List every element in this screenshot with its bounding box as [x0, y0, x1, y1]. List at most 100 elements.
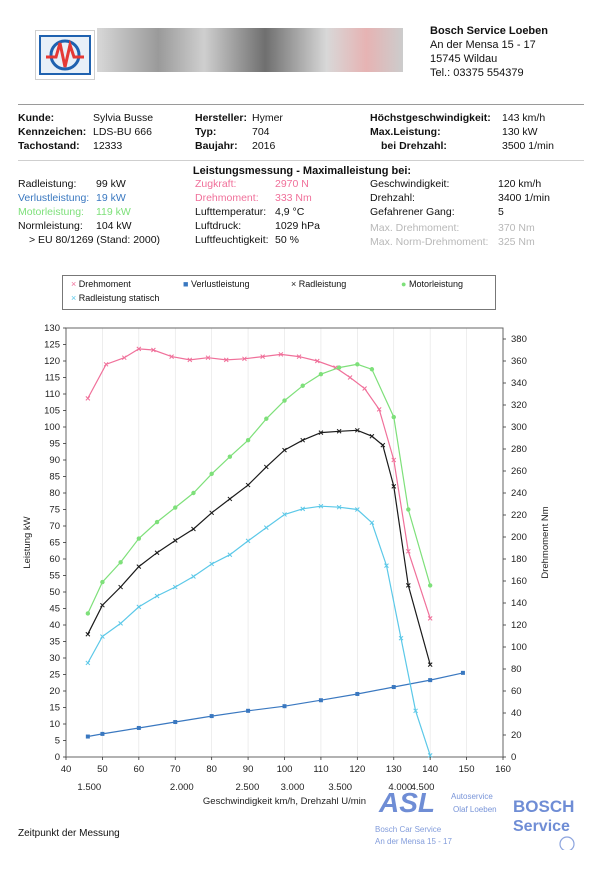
y2-tick-label: 320	[511, 400, 527, 411]
bosch-emblem-icon	[559, 836, 575, 850]
data-point	[169, 354, 174, 359]
x-tick-label: 150	[459, 764, 475, 775]
y-tick-label: 105	[44, 406, 60, 417]
gang-value: 5	[498, 206, 504, 218]
typ-label: Typ:	[195, 126, 217, 138]
stamp-autoservice: Autoservice	[451, 792, 493, 801]
y2-tick-label: 140	[511, 598, 527, 609]
lufttemp-value: 4,9 °C	[275, 206, 305, 218]
y2-tick-label: 180	[511, 554, 527, 565]
y-tick-label: 60	[49, 554, 60, 565]
data-point	[100, 634, 105, 639]
motor-value: 119 kW	[96, 206, 131, 218]
rpm-tick-label: 4.500	[411, 782, 435, 793]
legend-label: Radleistung statisch	[78, 293, 160, 303]
data-point	[428, 678, 433, 683]
data-point	[318, 698, 323, 703]
y-tick-label: 40	[49, 620, 60, 631]
hersteller-label: Hersteller:	[195, 112, 247, 124]
data-point	[282, 398, 287, 403]
y-tick-label: 120	[44, 356, 60, 367]
y-tick-label: 70	[49, 521, 60, 532]
data-point	[384, 563, 389, 568]
data-point	[227, 454, 233, 459]
legend-item: ■ Verlustleistung	[183, 279, 250, 289]
data-point	[296, 354, 302, 359]
y2-tick-label: 60	[511, 686, 522, 697]
tachostand-value: 12333	[93, 140, 123, 152]
rpm-tick-label: 2.500	[235, 782, 259, 793]
y2-axis-label: Drehmoment Nm	[540, 506, 551, 578]
legend-label: Drehmoment	[78, 279, 131, 289]
vmax-label: Höchstgeschwindigkeit:	[370, 112, 491, 124]
kunde-value: Sylvia Busse	[93, 112, 154, 124]
zugkraft-value: 2970 N	[275, 178, 309, 190]
vmax-value: 143 km/h	[502, 112, 546, 124]
data-point	[391, 685, 396, 690]
data-point	[191, 526, 196, 532]
divider	[18, 160, 584, 161]
legend-label: Radleistung	[298, 279, 347, 289]
baujahr-label: Baujahr:	[195, 140, 238, 152]
y2-tick-label: 160	[511, 576, 527, 587]
luftfeucht-label: Luftfeuchtigkeit:	[195, 234, 269, 246]
data-point	[391, 414, 396, 420]
rpm-tick-label: 3.500	[328, 782, 352, 793]
data-point	[136, 725, 141, 730]
stamp-bosch: BOSCH	[513, 797, 574, 816]
x-tick-label: 100	[277, 764, 293, 775]
data-point	[121, 355, 127, 361]
data-point	[118, 560, 123, 565]
data-point	[355, 691, 360, 696]
data-point	[413, 708, 418, 714]
square-marker-icon: ■	[183, 279, 189, 289]
luftdruck-value: 1029 hPa	[275, 220, 320, 232]
data-point	[354, 507, 360, 512]
data-point	[245, 482, 251, 488]
norm-label: Normleistung:	[18, 220, 83, 232]
x-tick-label: 140	[422, 764, 438, 775]
data-point	[209, 471, 214, 477]
workshop-photo-strip	[97, 28, 403, 72]
x-marker-icon: ×	[71, 279, 77, 289]
y2-tick-label: 120	[511, 620, 527, 631]
data-point	[354, 427, 360, 433]
data-point	[318, 430, 324, 435]
data-point	[246, 708, 251, 713]
data-point	[154, 550, 160, 556]
y-tick-label: 125	[44, 340, 60, 351]
maxnorm-label: Max. Norm-Drehmoment:	[370, 236, 489, 248]
data-point	[380, 442, 386, 448]
data-point	[227, 496, 233, 502]
legend-label: Motorleistung	[408, 279, 463, 289]
stamp-line2: An der Mensa 15 - 17	[375, 837, 452, 846]
data-point	[136, 564, 142, 569]
dot-marker-icon: ●	[401, 279, 407, 289]
data-point	[173, 505, 178, 510]
y-tick-label: 85	[49, 472, 60, 483]
data-point	[427, 752, 433, 758]
y2-tick-label: 100	[511, 642, 527, 653]
zugkraft-label: Zugkraft:	[195, 178, 237, 190]
kennzeichen-value: LDS-BU 666	[93, 126, 152, 138]
x-tick-label: 70	[170, 764, 181, 775]
typ-value: 704	[252, 126, 270, 138]
legend-item: ● Motorleistung	[401, 279, 463, 289]
data-point	[85, 660, 91, 666]
x-tick-label: 80	[206, 764, 217, 775]
rpm-tick-label: 1.500	[77, 782, 101, 793]
data-point	[227, 552, 233, 558]
data-point	[85, 396, 91, 401]
x-marker-icon: ×	[71, 293, 77, 303]
x-tick-label: 40	[61, 764, 72, 775]
y-axis-label: Leistung kW	[22, 516, 33, 568]
x-tick-label: 130	[386, 764, 402, 775]
series-line	[87, 505, 431, 756]
stamp-owner: Olaf Loeben	[453, 805, 497, 814]
y2-tick-label: 200	[511, 532, 527, 543]
data-point	[369, 367, 375, 372]
maxnorm-value: 325 Nm	[498, 236, 535, 248]
maxdreh-value: 370 Nm	[498, 222, 535, 234]
x-tick-label: 90	[243, 764, 254, 775]
data-point	[223, 357, 229, 363]
